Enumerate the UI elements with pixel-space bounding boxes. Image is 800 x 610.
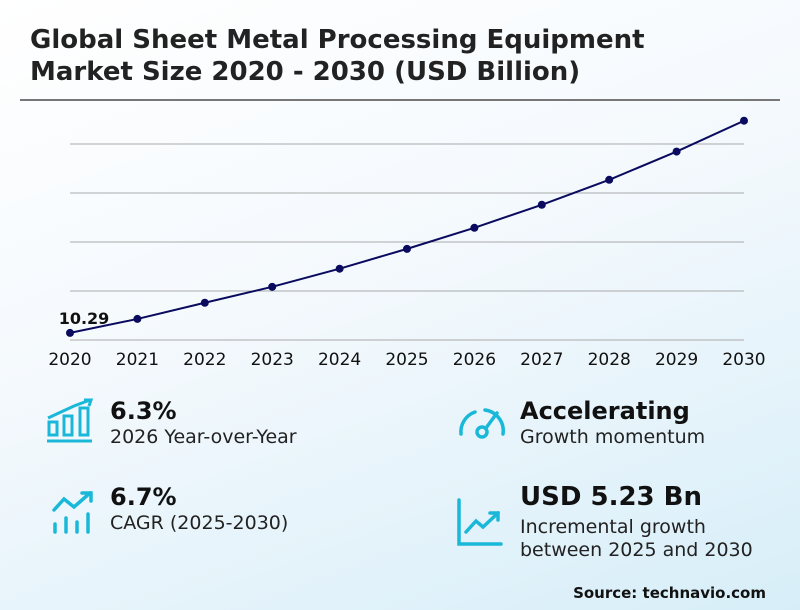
stat-cagr-label: CAGR (2025-2030) [110,512,289,534]
source-credit: Source: technavio.com [573,584,766,602]
data-point-2023 [268,282,277,291]
stat-increment-label-2: between 2025 and 2030 [520,539,753,561]
x-tick-label: 2025 [385,350,428,370]
chart-title: Global Sheet Metal Processing Equipment … [30,24,645,88]
data-point-2021 [133,314,142,323]
data-point-2028 [605,175,614,184]
stat-increment-label-1: Incremental growth [520,516,706,538]
data-point-2022 [200,298,209,307]
stat-yoy: 6.3% 2026 Year-over-Year [110,396,297,449]
data-point-2026 [470,223,479,232]
x-tick-label: 2028 [588,350,631,370]
x-tick-label: 2026 [453,350,496,370]
x-tick-label: 2030 [722,350,765,370]
data-label: 10.29 [59,309,110,328]
line-chart-icon [457,498,503,546]
stat-increment: USD 5.23 Bn Incremental growth between 2… [520,482,753,562]
stat-cagr-value: 6.7% [110,483,177,511]
x-tick-label: 2022 [183,350,226,370]
x-tick-label: 2027 [520,350,563,370]
data-point-2027 [537,200,546,209]
stat-yoy-value: 6.3% [110,397,177,425]
speedometer-icon [459,408,505,439]
data-point-2024 [335,264,344,273]
stat-momentum-label: Growth momentum [520,426,706,448]
stat-momentum-value: Accelerating [520,397,690,425]
line-chart: 2020 2021 2022 2023 2024 2025 2026 2027 2028 2029… [48,116,766,370]
data-point-2025 [403,244,411,253]
bar-growth-icon [47,398,94,443]
data-point-2030 [740,116,748,125]
title-line-1: Global Sheet Metal Processing Equipment [30,25,645,55]
data-point-2020 [66,328,74,337]
stat-cagr: 6.7% CAGR (2025-2030) [110,482,288,535]
x-tick-label: 2020 [48,350,91,370]
title-line-2: Market Size 2020 - 2030 (USD Billion) [30,57,581,87]
title-divider [20,99,780,101]
x-tick-label: 2029 [655,350,698,370]
series-line [69,119,745,334]
stat-yoy-label: 2026 Year-over-Year [110,426,297,448]
x-tick-label: 2023 [251,350,294,370]
stat-momentum: Accelerating Growth momentum [520,396,705,449]
stat-increment-value: USD 5.23 Bn [520,482,702,512]
x-tick-label: 2024 [318,350,361,370]
data-point-2029 [672,147,681,156]
trend-arrow-bars-icon [52,491,93,534]
x-tick-label: 2021 [116,350,159,370]
